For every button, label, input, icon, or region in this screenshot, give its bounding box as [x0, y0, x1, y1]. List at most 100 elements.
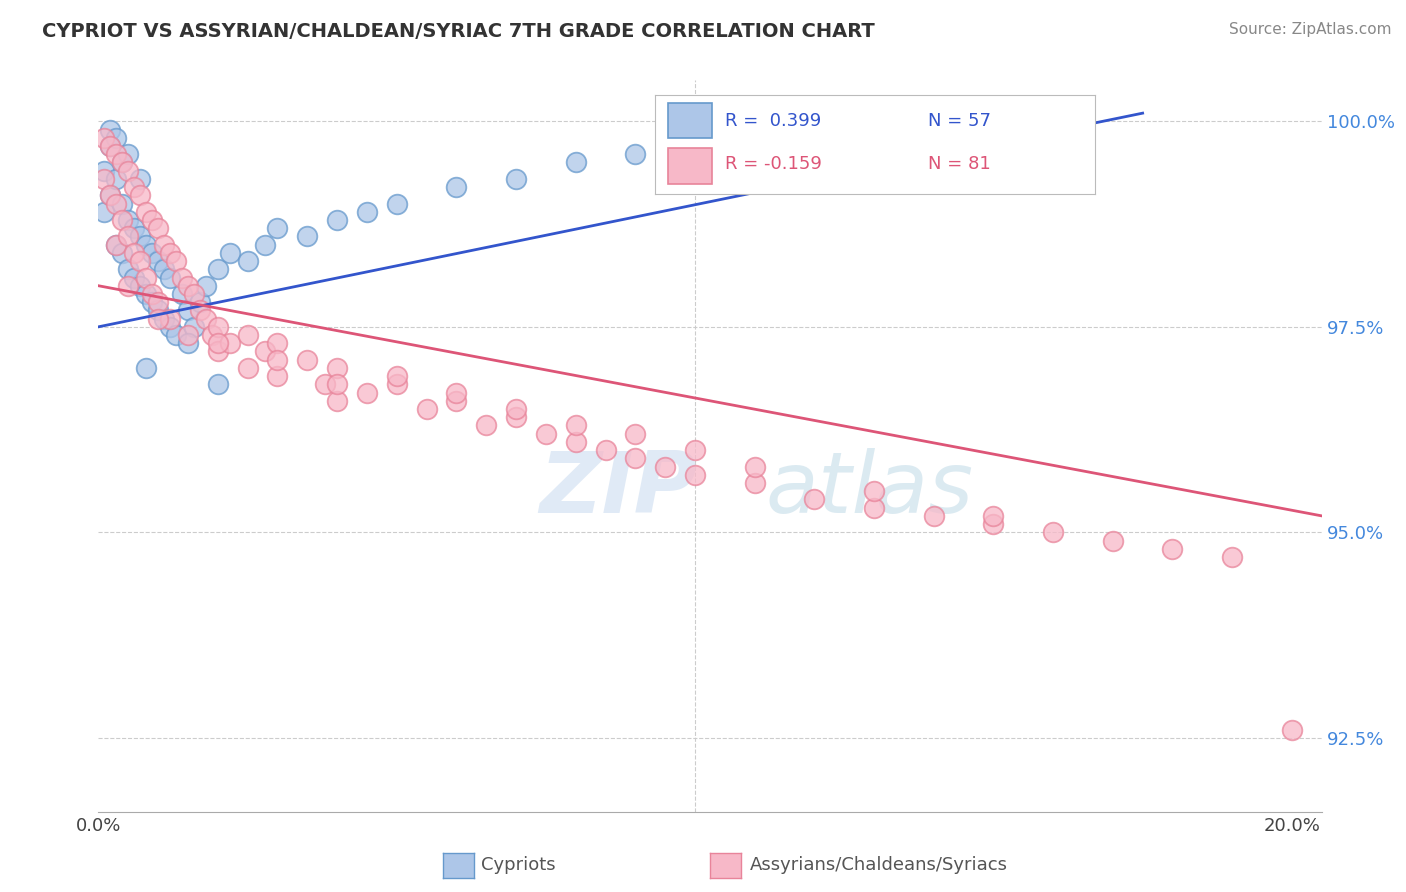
Point [188, 303, 211, 318]
Point [922, 122, 945, 136]
Point [129, 188, 152, 202]
Point [111, 245, 134, 260]
Point [326, 213, 349, 227]
Point [624, 451, 647, 466]
Point [505, 410, 527, 425]
Text: atlas: atlas [765, 449, 973, 532]
Point [297, 352, 319, 367]
Point [446, 180, 468, 194]
Point [356, 385, 378, 400]
Point [146, 303, 169, 318]
Point [122, 180, 145, 194]
Text: CYPRIOT VS ASSYRIAN/CHALDEAN/SYRIAC 7TH GRADE CORRELATION CHART: CYPRIOT VS ASSYRIAN/CHALDEAN/SYRIAC 7TH … [42, 22, 875, 41]
Point [98, 122, 121, 136]
Point [565, 155, 588, 169]
Point [105, 147, 128, 161]
Point [326, 393, 349, 408]
Point [595, 443, 617, 458]
Point [93, 163, 115, 178]
Point [146, 311, 169, 326]
Point [654, 459, 676, 474]
Point [207, 319, 229, 334]
Point [165, 328, 187, 343]
Point [475, 418, 498, 433]
Point [415, 402, 437, 417]
Point [98, 188, 121, 202]
Point [983, 508, 1005, 523]
Text: Cypriots: Cypriots [481, 856, 555, 874]
Point [141, 287, 163, 301]
Point [1101, 533, 1123, 548]
Point [105, 196, 128, 211]
Point [683, 467, 706, 482]
Point [146, 295, 169, 310]
Point [683, 139, 706, 153]
Point [534, 426, 557, 441]
Point [188, 295, 211, 310]
Point [803, 492, 825, 507]
Point [93, 130, 115, 145]
Point [201, 328, 224, 343]
Point [863, 484, 886, 499]
Point [117, 163, 139, 178]
Point [159, 311, 181, 326]
Point [117, 147, 139, 161]
Text: Assyrians/Chaldeans/Syriacs: Assyrians/Chaldeans/Syriacs [749, 856, 1007, 874]
Point [153, 237, 176, 252]
Point [744, 475, 766, 490]
Point [1281, 723, 1303, 737]
Point [129, 254, 152, 268]
Point [111, 196, 134, 211]
Point [98, 139, 121, 153]
Point [135, 270, 157, 285]
Point [207, 336, 229, 351]
Point [385, 369, 408, 384]
Point [165, 254, 187, 268]
Point [266, 221, 288, 235]
Point [254, 237, 277, 252]
Point [117, 229, 139, 244]
Point [93, 204, 115, 219]
Point [117, 278, 139, 293]
Point [146, 254, 169, 268]
Point [446, 385, 468, 400]
Point [194, 278, 217, 293]
Point [159, 319, 181, 334]
Point [1042, 525, 1064, 540]
Point [314, 377, 336, 392]
Point [236, 328, 259, 343]
Point [105, 130, 128, 145]
Point [122, 270, 145, 285]
Point [98, 139, 121, 153]
Point [922, 508, 945, 523]
Point [117, 213, 139, 227]
Point [129, 229, 152, 244]
Point [111, 213, 134, 227]
Point [505, 172, 527, 186]
Point [863, 500, 886, 515]
Point [111, 155, 134, 169]
Point [111, 155, 134, 169]
Point [105, 172, 128, 186]
Point [565, 418, 588, 433]
Point [207, 262, 229, 277]
Point [117, 262, 139, 277]
Point [183, 287, 205, 301]
Point [983, 130, 1005, 145]
Point [122, 245, 145, 260]
Point [1042, 114, 1064, 128]
Point [135, 204, 157, 219]
Point [218, 245, 240, 260]
Point [1220, 549, 1243, 564]
Point [177, 336, 200, 351]
Point [326, 360, 349, 375]
Point [135, 360, 157, 375]
Point [236, 254, 259, 268]
Point [141, 213, 163, 227]
Point [385, 377, 408, 392]
Point [266, 369, 288, 384]
Point [983, 517, 1005, 532]
Point [744, 459, 766, 474]
Point [254, 344, 277, 359]
Point [207, 377, 229, 392]
